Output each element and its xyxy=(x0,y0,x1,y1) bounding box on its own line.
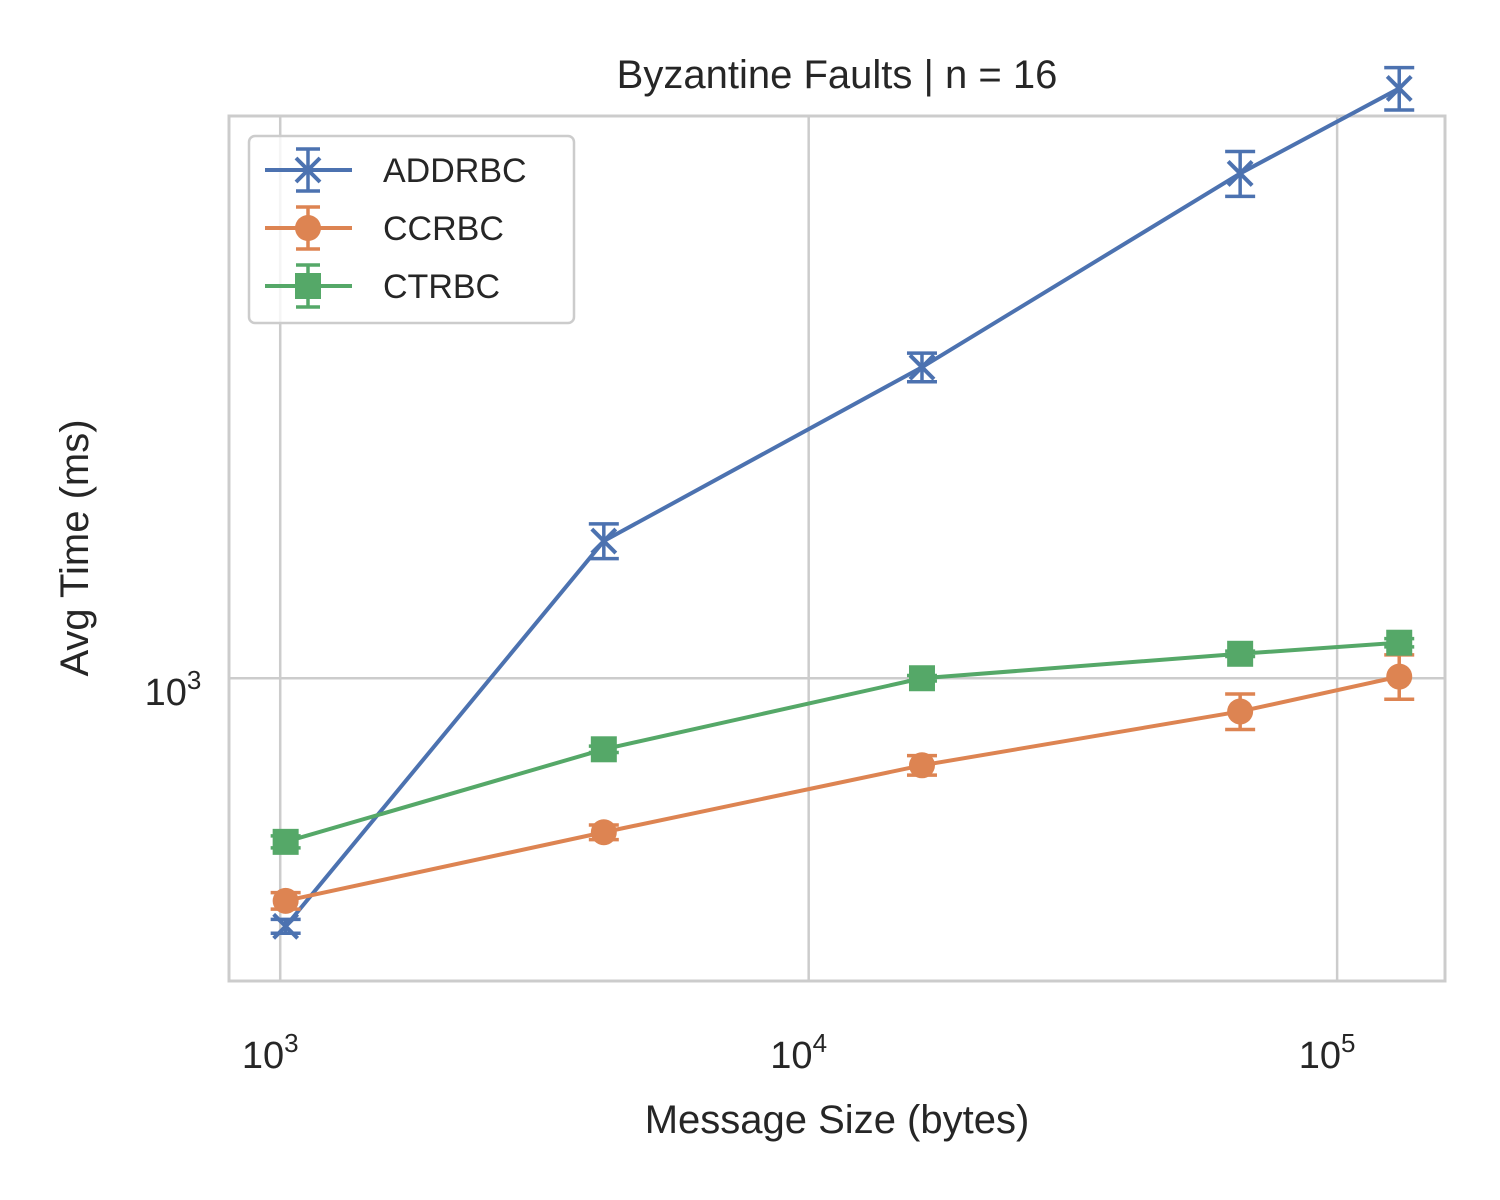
data-point-square xyxy=(590,736,617,763)
legend-entry-ccrbc: CCRBC xyxy=(265,205,504,251)
data-point-circle xyxy=(1227,698,1254,725)
data-point-circle xyxy=(295,215,321,241)
plot-frame xyxy=(227,114,1447,983)
y-axis-label: Avg Time (ms) xyxy=(53,419,97,676)
data-point-square xyxy=(295,273,321,299)
x-tick-label: 103 xyxy=(242,1028,299,1077)
legend-entries: ADDRBC CCRBC CTRBC xyxy=(265,147,527,309)
data-point-x-marker xyxy=(908,353,936,381)
legend: ADDRBC CCRBC CTRBC xyxy=(247,134,576,325)
legend-entry-addrbc: ADDRBC xyxy=(265,147,527,193)
data-point-circle xyxy=(590,819,617,846)
x-tick-label: 104 xyxy=(770,1028,827,1077)
data-point-x-marker xyxy=(590,527,618,555)
data-point-x-marker xyxy=(1385,74,1413,102)
data-point-square xyxy=(908,665,935,692)
legend-label: CTRBC xyxy=(383,268,500,306)
legend-label: ADDRBC xyxy=(383,152,527,190)
data-point-circle xyxy=(1386,663,1413,690)
data-point-circle xyxy=(908,752,935,779)
legend-label: CCRBC xyxy=(383,210,504,248)
x-axis-ticks: 103 104 105 xyxy=(242,1028,1356,1077)
data-point-square xyxy=(1227,640,1254,667)
y-tick-label: 103 xyxy=(145,665,202,714)
y-axis-ticks: 103 xyxy=(145,665,202,714)
legend-entry-ctrbc: CTRBC xyxy=(265,263,500,309)
data-point-circle xyxy=(272,887,299,914)
x-axis-label: Message Size (bytes) xyxy=(645,1098,1030,1142)
series-ctrbc xyxy=(270,629,1415,855)
data-point-square xyxy=(1386,629,1413,656)
series-ccrbc xyxy=(270,653,1415,914)
data-point-x-marker xyxy=(294,156,322,184)
chart-title: Byzantine Faults | n = 16 xyxy=(617,53,1058,97)
series-addrbc xyxy=(270,65,1415,940)
legend-box xyxy=(247,134,576,325)
x-tick-label: 105 xyxy=(1299,1028,1356,1077)
data-point-x-marker xyxy=(272,912,300,940)
data-point-square xyxy=(272,828,299,855)
series-layer xyxy=(270,65,1415,940)
data-point-x-marker xyxy=(1226,160,1254,187)
